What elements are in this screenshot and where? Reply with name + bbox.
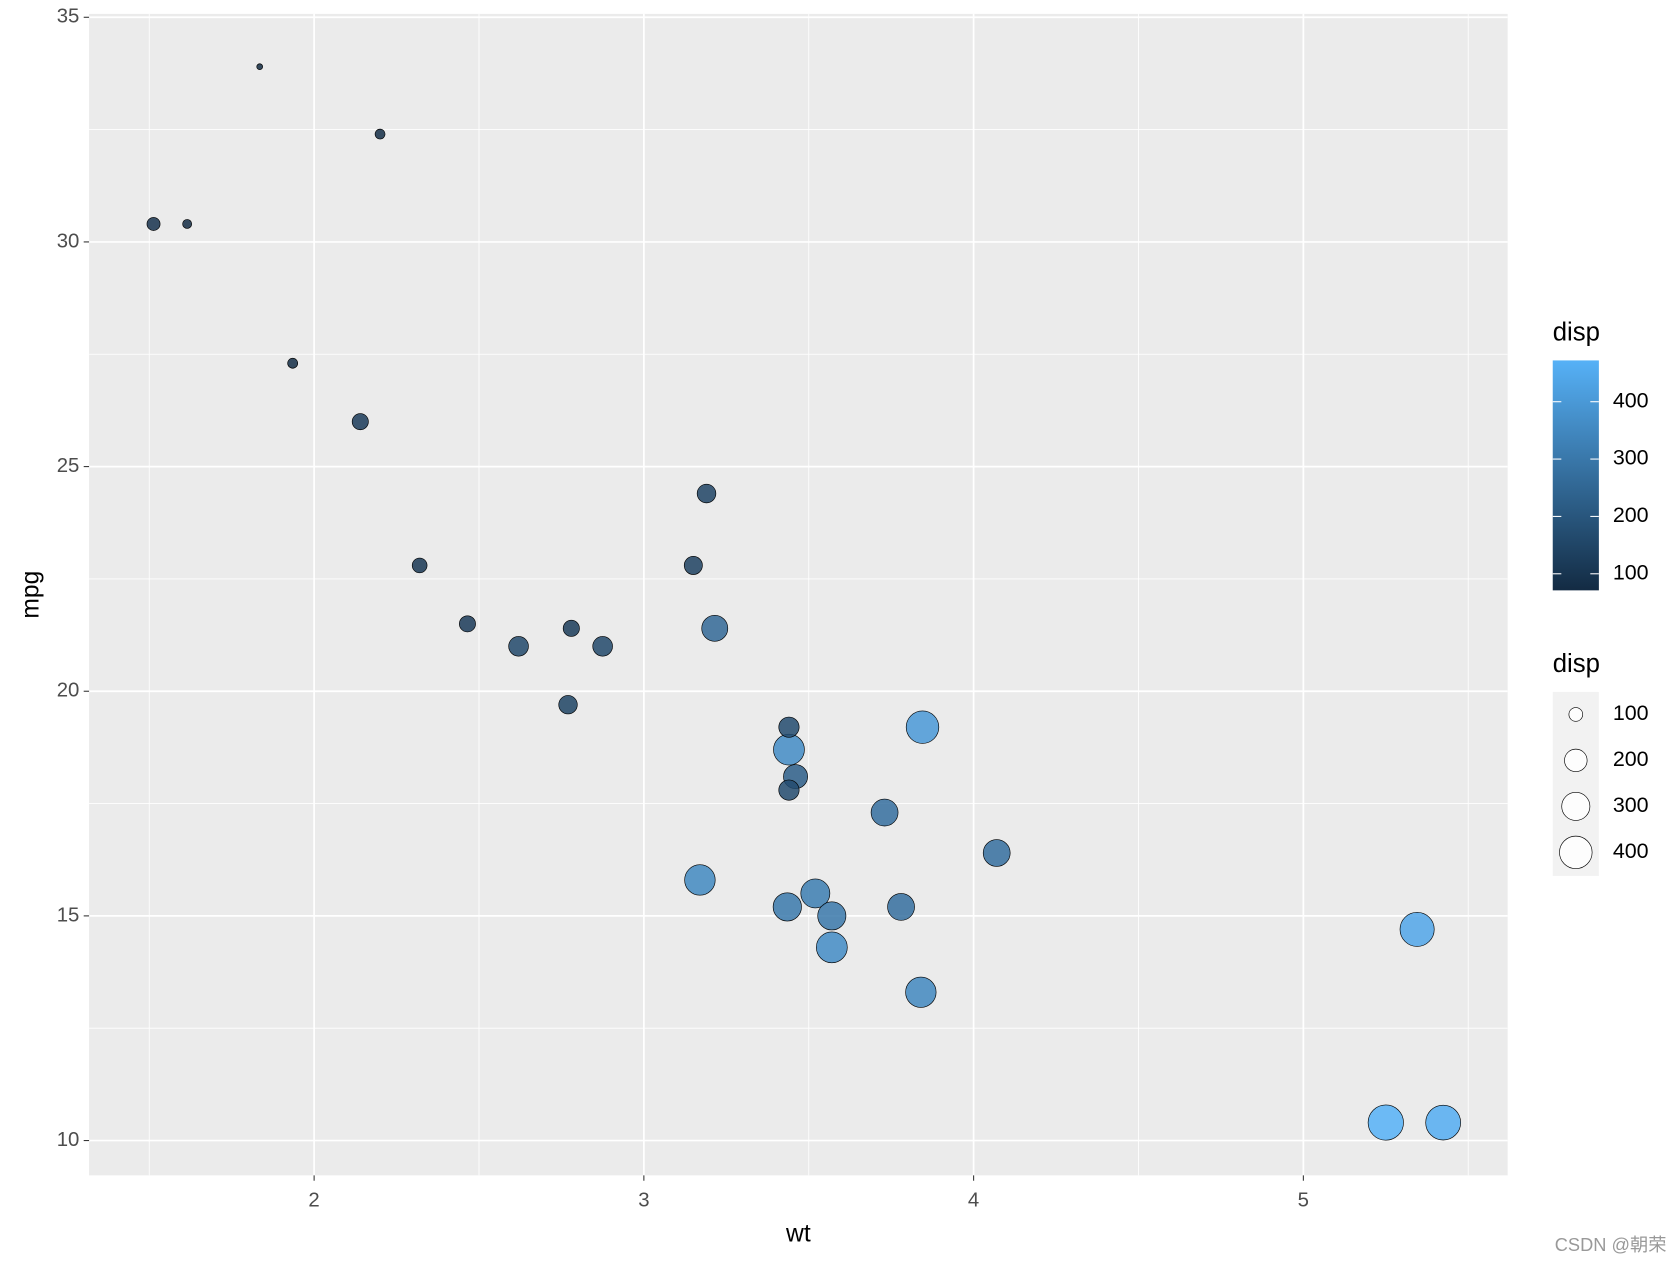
color-legend-title: disp — [1553, 319, 1600, 347]
y-axis-title: mpg — [18, 571, 45, 619]
size-legend-label: 200 — [1613, 747, 1649, 771]
size-legend-key — [1561, 792, 1591, 821]
point — [508, 636, 529, 657]
point — [287, 357, 299, 369]
size-legend-title: disp — [1553, 650, 1600, 678]
y-tick-label: 30 — [57, 230, 80, 252]
size-legend-label: 400 — [1613, 839, 1649, 863]
point — [562, 619, 580, 637]
point — [905, 710, 940, 744]
point — [351, 413, 369, 431]
point — [592, 636, 613, 657]
point — [773, 733, 805, 766]
point — [772, 892, 802, 922]
colorbar-label: 200 — [1613, 503, 1649, 527]
y-tick-label: 10 — [57, 1129, 80, 1151]
point — [870, 798, 899, 827]
watermark: CSDN @朝荣 — [1555, 1235, 1667, 1255]
y-tick-label: 15 — [57, 904, 80, 926]
point — [701, 615, 729, 642]
point — [887, 893, 915, 921]
point — [459, 615, 476, 633]
point — [1425, 1104, 1461, 1141]
colorbar — [1552, 360, 1599, 591]
point — [1367, 1104, 1404, 1141]
colorbar-label: 100 — [1613, 560, 1649, 584]
point — [182, 219, 193, 229]
y-tick-label: 35 — [57, 6, 80, 28]
point — [817, 901, 847, 931]
x-tick-label: 2 — [308, 1189, 319, 1211]
size-legend-key — [1568, 707, 1584, 722]
point — [778, 716, 800, 738]
y-tick-label: 25 — [57, 455, 80, 477]
point — [982, 839, 1011, 867]
point — [800, 878, 831, 909]
point — [1399, 912, 1435, 947]
point — [816, 931, 848, 964]
point — [146, 217, 161, 231]
point — [558, 695, 578, 715]
point — [683, 556, 703, 575]
point — [778, 779, 800, 801]
point — [696, 483, 717, 504]
size-legend-key — [1559, 835, 1593, 869]
size-legend-key — [1564, 748, 1588, 773]
plot-panel — [89, 13, 1508, 1176]
point — [905, 976, 937, 1008]
x-tick-label: 5 — [1298, 1189, 1309, 1211]
point — [411, 557, 428, 574]
size-legend-label: 300 — [1613, 793, 1649, 817]
point — [374, 128, 386, 140]
size-legend-label: 100 — [1613, 701, 1649, 725]
x-tick-label: 3 — [638, 1189, 649, 1211]
point — [684, 864, 716, 896]
colorbar-label: 400 — [1613, 388, 1649, 412]
point — [256, 63, 263, 70]
y-tick-label: 20 — [57, 680, 80, 702]
x-tick-label: 4 — [968, 1189, 979, 1211]
x-axis-title: wt — [785, 1221, 811, 1248]
colorbar-label: 300 — [1613, 446, 1649, 470]
